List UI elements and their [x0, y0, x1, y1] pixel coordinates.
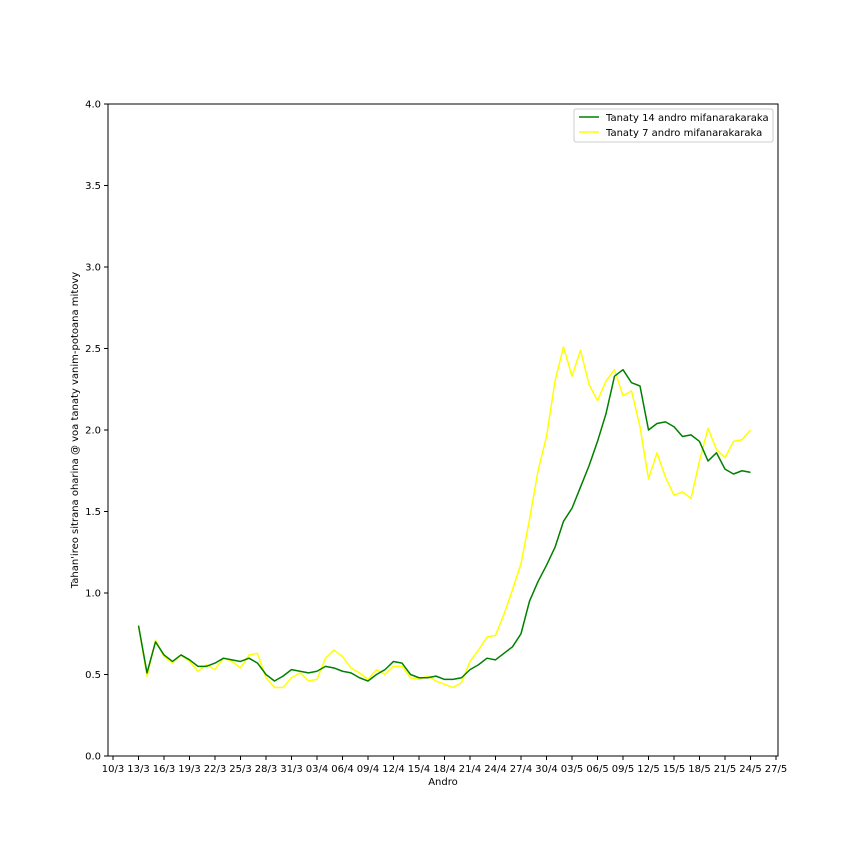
x-axis-label: Andro [428, 777, 458, 788]
legend-box [573, 108, 774, 143]
x-tick-label: 21/5 [714, 764, 736, 775]
y-tick-label: 0.5 [85, 670, 101, 681]
x-tick-label: 31/3 [280, 764, 302, 775]
x-tick-label: 12/4 [382, 764, 404, 775]
y-axis-label: Tahan'ireo sitrana oharina @ voa tanaty … [70, 272, 81, 589]
x-tick-label: 18/4 [433, 764, 455, 775]
x-tick-label: 27/4 [510, 764, 532, 775]
x-tick-label: 13/3 [127, 764, 149, 775]
series-layer [137, 346, 752, 689]
x-tick-label: 18/5 [688, 764, 710, 775]
series-line-14-day [137, 368, 751, 682]
x-tick-label: 10/3 [102, 764, 124, 775]
y-tick-label: 3.0 [85, 263, 101, 274]
x-tick-label: 30/4 [535, 764, 557, 775]
x-tick-label: 27/5 [765, 764, 787, 775]
y-axis-ticks: 0.0 0.5 1.0 1.5 2.0 2.5 3.0 3.5 4.0 [85, 100, 108, 763]
y-tick-label: 3.5 [85, 181, 101, 192]
x-tick-label: 15/5 [663, 764, 685, 775]
x-tick-label: 24/5 [739, 764, 761, 775]
y-tick-label: 1.5 [85, 507, 101, 518]
y-tick-label: 1.0 [85, 589, 101, 600]
x-tick-label: 12/5 [637, 764, 659, 775]
y-tick-label: 2.5 [85, 344, 101, 355]
y-tick-label: 0.0 [85, 752, 101, 763]
series-line-7-day [137, 346, 752, 689]
x-tick-label: 15/4 [408, 764, 430, 775]
x-tick-label: 03/4 [306, 764, 328, 775]
plot-frame [107, 103, 779, 757]
x-tick-label: 19/3 [178, 764, 200, 775]
x-tick-label: 28/3 [255, 764, 277, 775]
legend-label-7-day: Tanaty 7 andro mifanarakaraka [605, 128, 762, 139]
x-tick-label: 16/3 [153, 764, 175, 775]
legend-label-14-day: Tanaty 14 andro mifanarakaraka [605, 113, 769, 124]
legend: Tanaty 14 andro mifanarakaraka Tanaty 7 … [573, 108, 774, 143]
x-tick-label: 09/5 [612, 764, 634, 775]
x-tick-label: 21/4 [459, 764, 481, 775]
x-axis-ticks: 10/3 13/3 16/3 19/3 22/3 25/3 28/3 31/3 03/4 06/4… [102, 756, 787, 775]
y-tick-label: 4.0 [85, 100, 101, 111]
x-tick-label: 22/3 [204, 764, 226, 775]
x-tick-label: 06/4 [331, 764, 353, 775]
x-tick-label: 03/5 [561, 764, 583, 775]
x-tick-label: 24/4 [484, 764, 506, 775]
y-tick-label: 2.0 [85, 426, 101, 437]
x-tick-label: 09/4 [357, 764, 379, 775]
x-tick-label: 25/3 [229, 764, 251, 775]
x-tick-label: 06/5 [586, 764, 608, 775]
